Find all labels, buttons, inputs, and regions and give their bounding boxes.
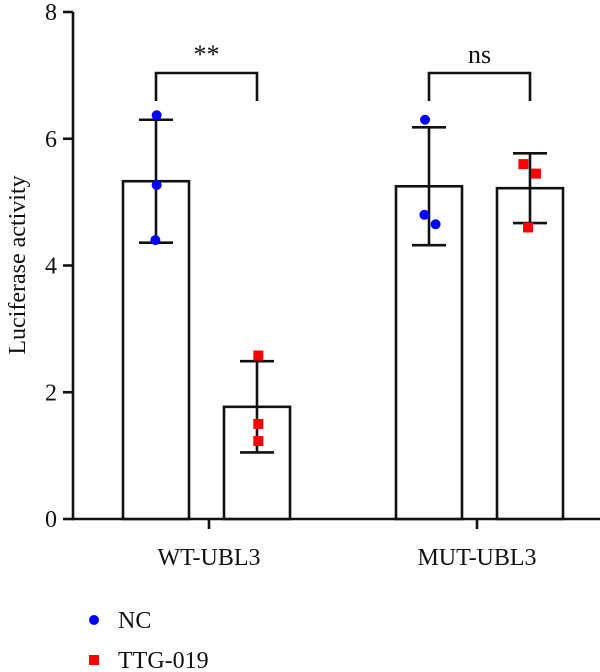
legend-label: TTG-019: [118, 648, 209, 672]
significance-label: **: [194, 40, 220, 69]
error-bars: [139, 118, 547, 454]
data-point-ttg-019: [530, 168, 541, 179]
y-tick-label: 6: [45, 127, 57, 153]
data-point-ttg-019: [253, 350, 264, 361]
x-tick-label: WT-UBL3: [157, 545, 260, 571]
legend-label: NC: [118, 608, 151, 634]
y-tick-label: 4: [45, 254, 57, 280]
data-point-nc: [419, 209, 430, 220]
legend: NC TTG-019: [89, 608, 209, 672]
data-point-ttg-019: [253, 436, 264, 447]
data-point-nc: [151, 110, 162, 121]
significance-bracket: [427, 71, 532, 101]
data-point-ttg-019: [518, 159, 529, 170]
y-tick-label: 2: [45, 380, 57, 406]
significance-annotations: ** ns: [154, 40, 532, 101]
significance-label: ns: [468, 40, 491, 69]
y-tick-label: 8: [45, 0, 57, 26]
x-tick-label: MUT-UBL3: [417, 545, 536, 571]
data-point-nc: [151, 180, 162, 191]
data-point-nc: [420, 114, 431, 125]
data-point-ttg-019: [523, 222, 534, 233]
axes: 0 2 4 6 8 WT-UBL3 MUT-UBL3: [45, 0, 600, 571]
data-point-nc: [150, 235, 161, 246]
y-axis-label: Luciferase activity: [5, 175, 31, 354]
data-points: [150, 110, 541, 447]
bars: [121, 179, 565, 521]
data-point-ttg-019: [253, 418, 264, 429]
bar-ttg-019-mut-ubl3: [495, 186, 565, 521]
legend-marker-nc: [89, 615, 99, 625]
y-tick-label: 0: [45, 507, 57, 533]
legend-marker-ttg-019: [89, 655, 99, 665]
data-point-nc: [430, 219, 441, 230]
significance-bracket: [154, 71, 259, 101]
